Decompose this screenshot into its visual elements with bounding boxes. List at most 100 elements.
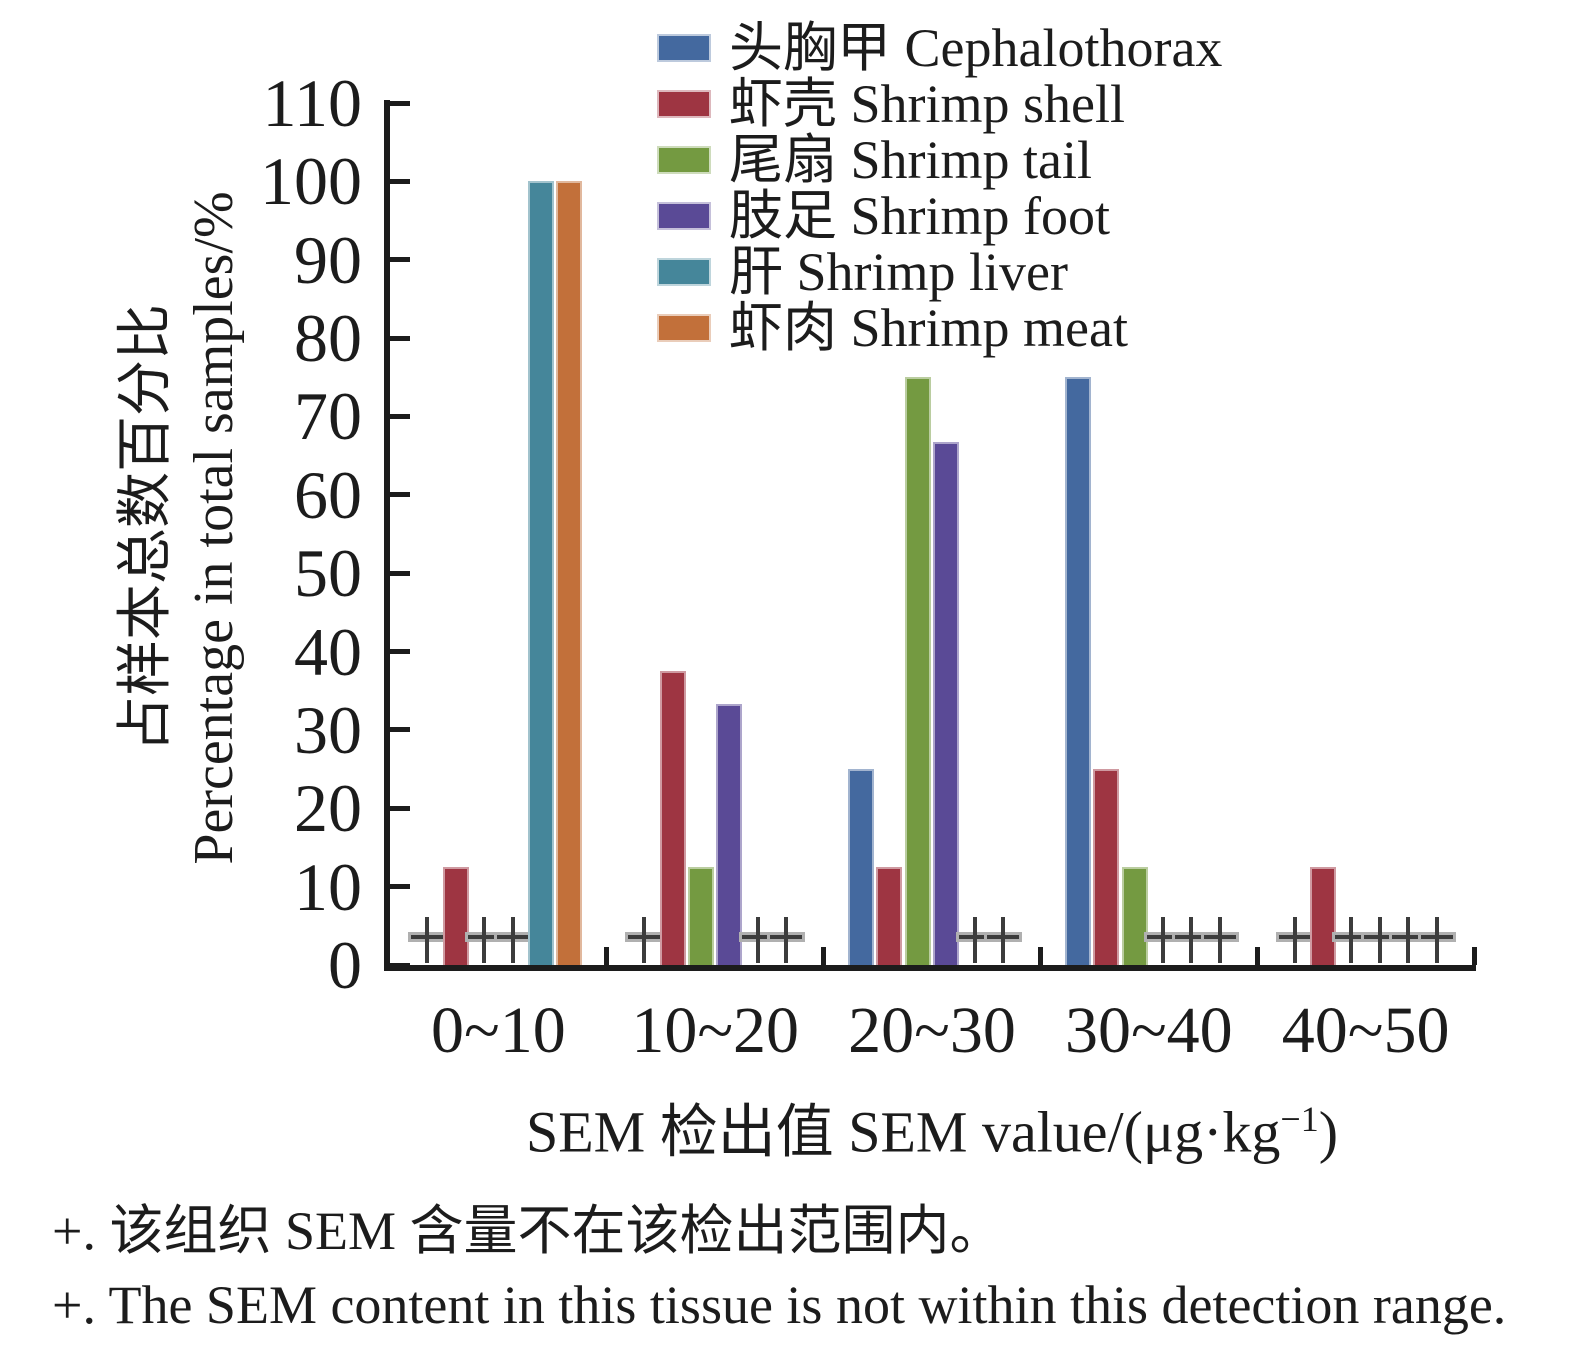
- plus-marker-horizontal: [411, 935, 444, 939]
- y-tick-label-30: 30: [294, 691, 362, 768]
- plus-marker-vertical: [425, 917, 430, 963]
- legend-swatch-icon: [657, 202, 711, 230]
- plus-marker-horizontal: [958, 935, 991, 939]
- bar: [556, 181, 583, 965]
- plus-marker-vertical: [510, 917, 515, 963]
- x-tick-4: [1254, 947, 1260, 965]
- plus-marker-horizontal: [496, 935, 529, 939]
- plus-marker-horizontal: [628, 935, 661, 939]
- legend-row: 头胸甲 Cephalothorax: [657, 20, 1222, 76]
- bar: [1121, 867, 1148, 965]
- x-tick-1: [604, 947, 610, 965]
- plot-area: [390, 100, 1477, 968]
- legend-swatch-icon: [657, 314, 711, 342]
- x-tick-label-20~30: 20~30: [848, 994, 1016, 1067]
- plus-marker-vertical: [642, 917, 647, 963]
- plus-marker-horizontal: [1147, 935, 1179, 939]
- x-axis-title-main: SEM 检出值 SEM value/(μg·kg: [525, 1099, 1281, 1165]
- legend-row: 虾肉 Shrimp meat: [657, 300, 1222, 356]
- x-axis-title: SEM 检出值 SEM value/(μg·kg−1): [390, 1088, 1474, 1163]
- legend-swatch-icon: [657, 146, 711, 174]
- bar: [442, 867, 469, 965]
- bar: [848, 769, 874, 965]
- not-detected-marker: [1389, 917, 1428, 963]
- plus-marker-horizontal: [1392, 935, 1425, 939]
- plus-marker-vertical: [1001, 917, 1005, 963]
- legend-label: 肢足 Shrimp foot: [729, 186, 1111, 246]
- x-axis-line: [384, 965, 1476, 971]
- y-tick-label-40: 40: [294, 613, 362, 690]
- not-detected-marker: [767, 917, 806, 963]
- x-axis-title-end: ): [1318, 1099, 1339, 1165]
- y-tick-110: [390, 100, 410, 106]
- y-tick-0: [390, 962, 410, 968]
- bar: [876, 867, 903, 965]
- not-detected-marker: [1275, 917, 1314, 963]
- x-tick-3: [1037, 947, 1043, 965]
- plus-marker-horizontal: [741, 935, 774, 939]
- not-detected-marker: [955, 917, 994, 963]
- plus-marker-horizontal: [770, 935, 803, 939]
- plus-marker-horizontal: [1335, 935, 1368, 939]
- bar: [688, 867, 714, 965]
- plus-marker-horizontal: [1203, 935, 1236, 939]
- not-detected-marker: [1200, 917, 1239, 963]
- legend-label: 尾扇 Shrimp tail: [729, 130, 1092, 190]
- legend-label: 虾肉 Shrimp meat: [729, 298, 1128, 358]
- legend: 头胸甲 Cephalothorax 虾壳 Shrimp shell 尾扇 Shrim…: [657, 20, 1222, 356]
- legend-label: 肝 Shrimp liver: [729, 242, 1068, 302]
- not-detected-marker: [625, 917, 664, 963]
- bar: [904, 377, 931, 965]
- bar: [528, 181, 554, 965]
- plus-marker-vertical: [1434, 917, 1439, 963]
- not-detected-marker: [1360, 917, 1399, 963]
- plus-marker-vertical: [1406, 917, 1411, 963]
- y-tick-label-110: 110: [262, 65, 362, 141]
- plus-marker-horizontal: [468, 935, 501, 939]
- y-tick-label-10: 10: [294, 848, 362, 925]
- y-tick-60: [390, 492, 410, 498]
- legend-swatch-icon: [657, 90, 711, 118]
- not-detected-marker: [984, 917, 1022, 963]
- y-tick-10: [390, 884, 410, 890]
- not-detected-marker: [1332, 917, 1371, 963]
- plus-marker-vertical: [972, 917, 977, 963]
- x-tick-2: [821, 947, 827, 965]
- legend-row: 尾扇 Shrimp tail: [657, 132, 1222, 188]
- plus-marker-horizontal: [1278, 935, 1311, 939]
- legend-label: 虾壳 Shrimp shell: [729, 74, 1126, 134]
- y-tick-30: [390, 727, 410, 733]
- bar: [716, 704, 743, 965]
- x-tick-label-40~50: 40~50: [1281, 994, 1450, 1067]
- y-tick-label-0: 0: [328, 927, 362, 1003]
- plus-marker-vertical: [1349, 917, 1354, 963]
- plus-marker-horizontal: [1420, 935, 1453, 939]
- bar: [933, 442, 960, 965]
- plus-marker-vertical: [1161, 917, 1165, 963]
- plus-marker-vertical: [1189, 917, 1194, 963]
- x-tick-label-0~10: 0~10: [431, 994, 566, 1067]
- not-detected-marker: [1172, 917, 1211, 963]
- plus-marker-horizontal: [1363, 935, 1396, 939]
- x-axis-title-superscript: −1: [1280, 1099, 1319, 1139]
- plus-marker-vertical: [784, 917, 789, 963]
- bar: [1093, 769, 1120, 965]
- y-tick-80: [390, 335, 410, 341]
- x-tick-label-10~20: 10~20: [631, 994, 800, 1067]
- bar: [1064, 377, 1091, 965]
- y-tick-label-20: 20: [294, 770, 362, 847]
- plus-marker-horizontal: [1175, 935, 1208, 939]
- footnote-chinese: +. 该组织 SEM 含量不在该检出范围内。: [52, 1201, 1004, 1261]
- not-detected-marker: [408, 917, 447, 963]
- x-tick-label-30~40: 30~40: [1064, 994, 1233, 1067]
- plus-marker-vertical: [482, 917, 487, 963]
- plus-marker-vertical: [1217, 917, 1222, 963]
- y-tick-label-60: 60: [294, 456, 362, 533]
- y-tick-70: [390, 413, 410, 419]
- footnote-english: +. The SEM content in this tissue is not…: [52, 1275, 1507, 1335]
- y-tick-label-80: 80: [294, 300, 362, 377]
- y-tick-90: [390, 257, 410, 263]
- legend-row: 肝 Shrimp liver: [657, 244, 1222, 300]
- legend-swatch-icon: [657, 34, 711, 62]
- legend-label: 头胸甲 Cephalothorax: [729, 18, 1223, 78]
